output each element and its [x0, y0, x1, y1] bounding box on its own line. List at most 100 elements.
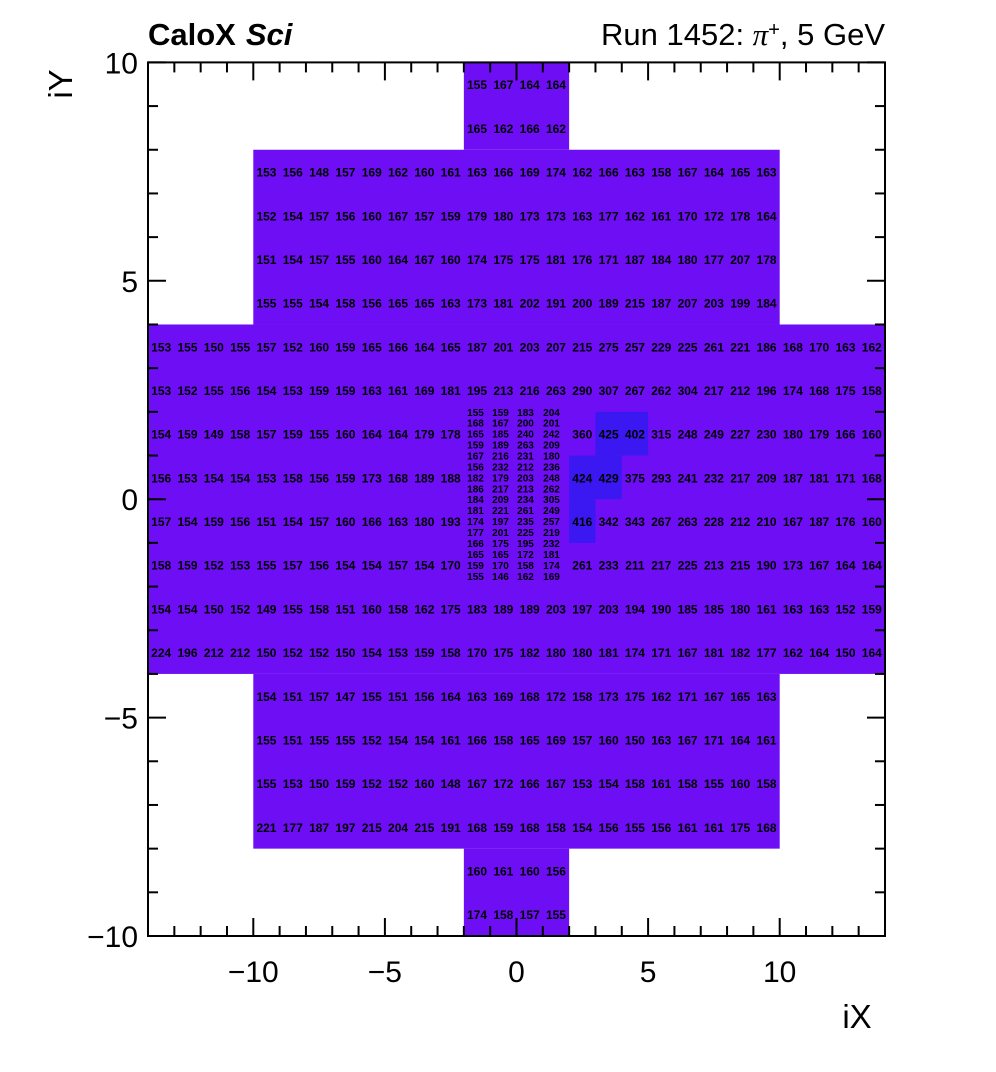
cell-value: 164 — [388, 253, 408, 267]
cell-value: 159 — [177, 559, 197, 573]
cell-value: 172 — [493, 777, 513, 791]
cell-value: 202 — [520, 297, 540, 311]
cell-value: 232 — [704, 471, 724, 485]
cell-value: 152 — [283, 646, 303, 660]
cell-value: 166 — [520, 777, 540, 791]
cell-value: 153 — [151, 340, 171, 354]
cell-value: 155 — [467, 78, 487, 92]
cell-value: 162 — [862, 340, 882, 354]
fine-cell-value: 159 — [492, 408, 509, 419]
fine-cell-value: 165 — [492, 550, 509, 561]
fine-cell-value: 249 — [543, 506, 560, 517]
fine-cell-value: 201 — [492, 528, 509, 539]
cell-value: 210 — [757, 515, 777, 529]
cell-value: 154 — [362, 559, 382, 573]
cell-value: 148 — [309, 166, 329, 180]
cell-value: 185 — [678, 602, 698, 616]
cell-value: 162 — [651, 690, 671, 704]
cell-value: 195 — [467, 384, 487, 398]
cell-value: 156 — [230, 515, 250, 529]
cell-value: 248 — [678, 428, 698, 442]
cell-value: 169 — [520, 166, 540, 180]
fine-cell-value: 240 — [517, 430, 534, 441]
cell-value: 168 — [388, 471, 408, 485]
cell-value: 155 — [309, 428, 329, 442]
fine-cell-value: 182 — [467, 473, 484, 484]
header-run-info: Run 1452: π+, 5 GeV — [601, 17, 885, 52]
cell-value: 165 — [414, 297, 434, 311]
cell-value: 156 — [599, 821, 619, 835]
cell-value: 151 — [256, 515, 276, 529]
cell-value: 163 — [651, 733, 671, 747]
cell-value: 185 — [704, 602, 724, 616]
cell-value: 290 — [572, 384, 592, 398]
fine-cell-value: 166 — [467, 539, 484, 550]
cell-value: 158 — [625, 777, 645, 791]
cell-value: 155 — [204, 384, 224, 398]
fine-cell-value: 197 — [492, 517, 509, 528]
cell-value: 164 — [388, 428, 408, 442]
cell-value: 174 — [467, 908, 487, 922]
fine-cell-value: 234 — [517, 495, 534, 506]
cell-value: 173 — [467, 297, 487, 311]
cell-value: 267 — [625, 384, 645, 398]
cell-value: 164 — [414, 340, 434, 354]
cell-value: 159 — [493, 821, 513, 835]
cell-value: 188 — [441, 471, 461, 485]
cell-value: 170 — [467, 646, 487, 660]
cell-value: 153 — [256, 166, 276, 180]
cell-value: 158 — [546, 821, 566, 835]
cell-value: 187 — [651, 297, 671, 311]
cell-value: 166 — [599, 166, 619, 180]
cell-value: 207 — [678, 297, 698, 311]
fine-cell-value: 169 — [543, 572, 560, 583]
cell-value: 163 — [835, 340, 855, 354]
cell-value: 176 — [835, 515, 855, 529]
cell-value: 167 — [678, 733, 698, 747]
cell-value: 165 — [388, 297, 408, 311]
cell-value: 160 — [520, 864, 540, 878]
cell-value: 293 — [651, 471, 671, 485]
cell-value: 151 — [335, 602, 355, 616]
cell-value: 166 — [388, 340, 408, 354]
cell-value: 197 — [572, 602, 592, 616]
cell-value: 199 — [730, 297, 750, 311]
cell-value: 179 — [809, 428, 829, 442]
cell-value: 163 — [572, 209, 592, 223]
header-title: CaloX Sci — [148, 17, 294, 52]
fine-cell-value: 177 — [467, 528, 484, 539]
cell-value: 164 — [730, 733, 750, 747]
cell-value: 154 — [309, 297, 329, 311]
cell-value: 171 — [678, 690, 698, 704]
cell-value: 181 — [546, 253, 566, 267]
cell-value: 424 — [572, 471, 592, 485]
cell-value: 257 — [625, 340, 645, 354]
cell-value: 155 — [283, 297, 303, 311]
fine-cell-value: 216 — [492, 452, 509, 463]
fine-cell-value: 263 — [517, 441, 534, 452]
cell-value: 162 — [625, 209, 645, 223]
cell-value: 152 — [388, 777, 408, 791]
cell-value: 182 — [520, 646, 540, 660]
cell-value: 158 — [678, 777, 698, 791]
x-tick-labels: −10 −5 0 5 10 — [228, 956, 797, 989]
run-prefix: Run 1452: — [601, 17, 753, 52]
cell-value: 163 — [362, 384, 382, 398]
cell-value: 174 — [546, 166, 566, 180]
cell-value: 164 — [362, 428, 382, 442]
high-value-cell — [569, 455, 596, 500]
cell-value: 152 — [835, 602, 855, 616]
cell-value: 154 — [388, 733, 408, 747]
cell-value: 196 — [177, 646, 197, 660]
cell-value: 157 — [520, 908, 540, 922]
cell-value: 167 — [704, 690, 724, 704]
cell-value: 154 — [283, 515, 303, 529]
cell-value: 154 — [414, 733, 434, 747]
cell-value: 157 — [335, 166, 355, 180]
cell-value: 180 — [678, 253, 698, 267]
cell-value: 163 — [783, 602, 803, 616]
cell-value: 167 — [678, 646, 698, 660]
cell-value: 151 — [283, 733, 303, 747]
cell-value: 165 — [467, 122, 487, 136]
